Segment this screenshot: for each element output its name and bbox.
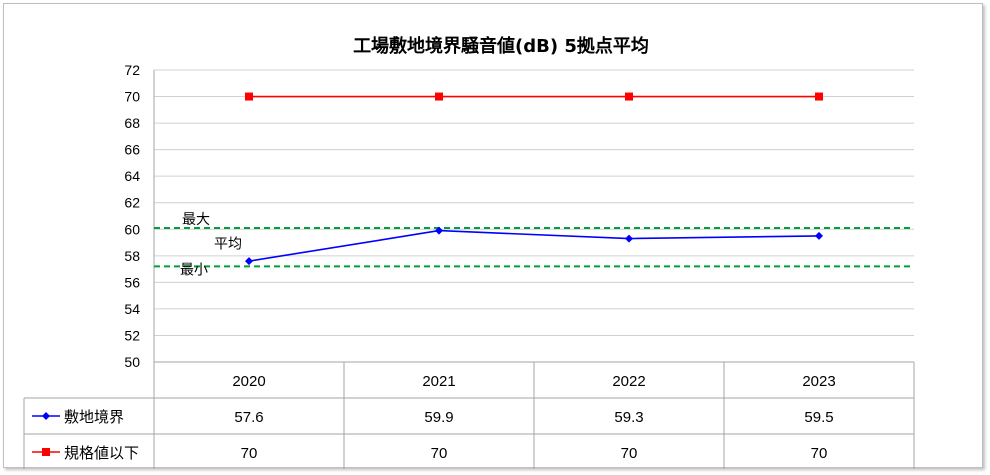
data-point bbox=[245, 257, 253, 266]
data-label: 70 bbox=[431, 445, 448, 462]
y-tick-label: 56 bbox=[124, 274, 140, 290]
legend-label: 敷地境界 bbox=[64, 408, 124, 426]
data-label: 59.5 bbox=[804, 409, 833, 426]
data-point bbox=[625, 234, 633, 243]
legend-key-marker bbox=[42, 448, 50, 456]
data-label: 70 bbox=[241, 445, 258, 462]
data-label: 70 bbox=[811, 445, 828, 462]
y-tick-label: 50 bbox=[124, 354, 140, 370]
y-tick-label: 66 bbox=[124, 142, 140, 158]
y-tick-label: 68 bbox=[124, 115, 140, 131]
data-point bbox=[435, 92, 443, 101]
y-tick-label: 60 bbox=[124, 221, 140, 237]
chart-frame: 工場敷地境界騒音値(dB) 5拠点平均 50 52 54 56 58 60 62 64 66 68… bbox=[3, 3, 983, 469]
grid-lines bbox=[153, 69, 914, 363]
chart-svg: 工場敷地境界騒音値(dB) 5拠点平均 50 52 54 56 58 60 62 64 66 68… bbox=[23, 35, 915, 469]
chart-title: 工場敷地境界騒音値(dB) 5拠点平均 bbox=[353, 35, 649, 57]
y-tick-label: 58 bbox=[124, 248, 140, 264]
x-tick-label: 2022 bbox=[612, 373, 645, 390]
y-tick-label: 52 bbox=[124, 327, 140, 343]
legend-key-marker bbox=[42, 412, 50, 420]
y-tick-label: 72 bbox=[124, 62, 140, 78]
data-point bbox=[815, 231, 823, 240]
data-label: 59.3 bbox=[614, 409, 643, 426]
y-tick-label: 64 bbox=[124, 168, 140, 184]
data-label: 70 bbox=[621, 445, 638, 462]
data-point bbox=[435, 226, 443, 235]
series-line bbox=[248, 229, 820, 262]
average-annotation: 平均 bbox=[214, 237, 242, 253]
data-label: 59.9 bbox=[424, 409, 453, 426]
x-tick-label: 2023 bbox=[802, 373, 835, 390]
data-label: 57.6 bbox=[234, 409, 263, 426]
y-tick-label: 62 bbox=[124, 195, 140, 211]
data-point bbox=[625, 92, 633, 101]
y-tick-label: 54 bbox=[124, 301, 140, 317]
y-axis-ticks: 50 52 54 56 58 60 62 64 66 68 70 72 bbox=[124, 62, 140, 370]
data-point bbox=[815, 92, 823, 101]
x-tick-label: 2020 bbox=[232, 373, 265, 390]
data-table: 2020 2021 2022 2023 敷地境界 57.6 59.9 59.3 59.5 規格値以… bbox=[23, 361, 915, 469]
reference-line-label: 最小 bbox=[180, 262, 208, 278]
data-point bbox=[245, 92, 253, 101]
legend-label: 規格値以下 bbox=[64, 444, 139, 462]
reference-line-label: 最大 bbox=[182, 212, 210, 228]
y-tick-label: 70 bbox=[124, 89, 140, 105]
x-tick-label: 2021 bbox=[422, 373, 455, 390]
series-group bbox=[245, 92, 823, 266]
